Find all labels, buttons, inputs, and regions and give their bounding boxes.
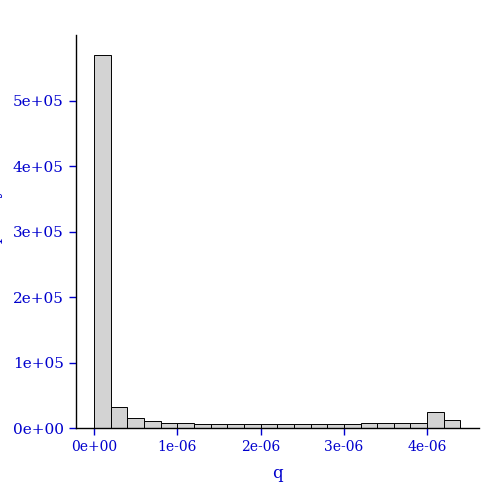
Y-axis label: Frequency: Frequency	[0, 187, 2, 277]
Bar	[194, 424, 211, 428]
Bar	[427, 412, 444, 428]
Bar	[110, 407, 127, 428]
Bar	[244, 424, 261, 428]
Bar	[261, 424, 277, 428]
Bar	[127, 418, 144, 428]
X-axis label: q: q	[272, 465, 283, 482]
Bar	[327, 424, 344, 428]
Bar	[360, 423, 377, 428]
Bar	[377, 423, 394, 428]
Bar	[144, 421, 161, 428]
Bar	[94, 55, 110, 428]
Bar	[277, 424, 294, 428]
Bar	[161, 422, 177, 428]
Bar	[444, 420, 461, 428]
Bar	[394, 423, 410, 428]
Bar	[344, 424, 360, 428]
Bar	[410, 423, 427, 428]
Bar	[310, 424, 327, 428]
Bar	[294, 424, 310, 428]
Bar	[211, 424, 227, 428]
Bar	[177, 423, 194, 428]
Bar	[227, 424, 244, 428]
